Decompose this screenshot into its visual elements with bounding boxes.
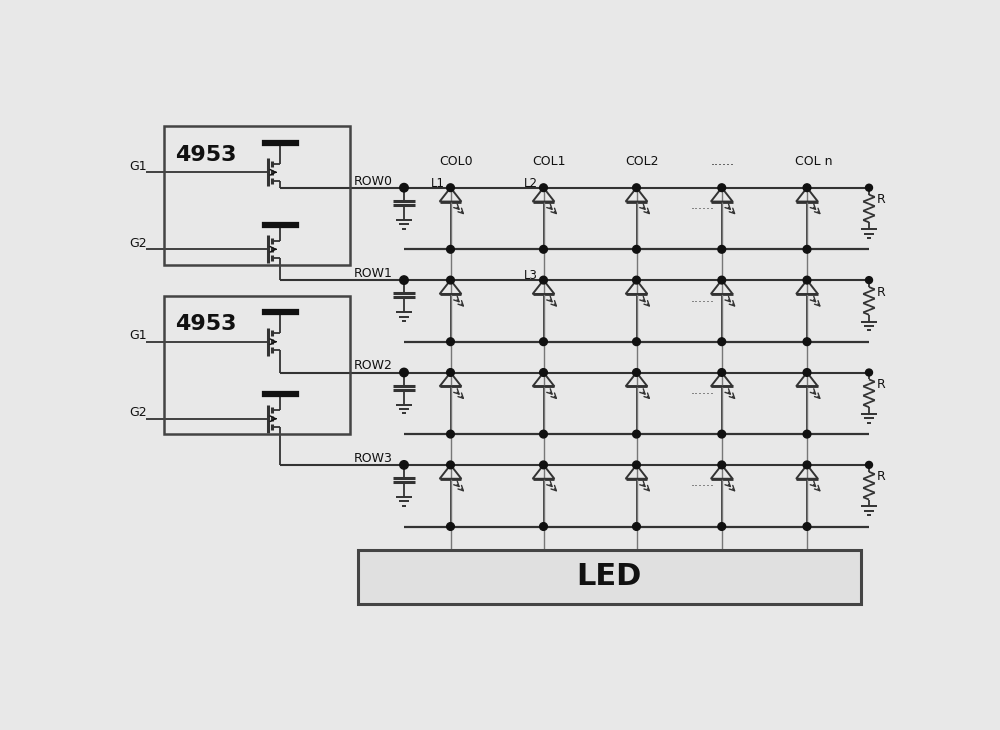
Circle shape bbox=[803, 184, 811, 191]
Circle shape bbox=[447, 245, 454, 253]
Circle shape bbox=[803, 338, 811, 345]
Text: ROW3: ROW3 bbox=[354, 452, 392, 465]
Circle shape bbox=[718, 184, 726, 191]
Text: COL1: COL1 bbox=[532, 155, 565, 168]
Text: R: R bbox=[877, 193, 886, 206]
Circle shape bbox=[447, 523, 454, 531]
Circle shape bbox=[718, 523, 726, 531]
Circle shape bbox=[400, 368, 408, 377]
Circle shape bbox=[447, 461, 454, 469]
Text: G2: G2 bbox=[129, 237, 146, 250]
Circle shape bbox=[400, 183, 408, 192]
Circle shape bbox=[633, 523, 640, 531]
Circle shape bbox=[447, 369, 454, 377]
Text: R: R bbox=[877, 285, 886, 299]
Circle shape bbox=[718, 245, 726, 253]
Circle shape bbox=[633, 461, 640, 469]
Circle shape bbox=[803, 276, 811, 284]
Circle shape bbox=[803, 523, 811, 531]
Circle shape bbox=[718, 338, 726, 345]
Circle shape bbox=[803, 430, 811, 438]
Text: ......: ...... bbox=[710, 155, 734, 168]
Bar bbox=[358, 550, 861, 604]
Circle shape bbox=[633, 369, 640, 377]
Circle shape bbox=[633, 276, 640, 284]
Text: L2: L2 bbox=[524, 177, 538, 190]
Text: 4953: 4953 bbox=[175, 314, 237, 334]
Text: L1: L1 bbox=[431, 177, 445, 190]
Circle shape bbox=[866, 369, 872, 376]
Circle shape bbox=[540, 184, 547, 191]
Circle shape bbox=[633, 430, 640, 438]
Circle shape bbox=[540, 245, 547, 253]
Text: ......: ...... bbox=[691, 477, 715, 489]
Text: 4953: 4953 bbox=[175, 145, 237, 165]
Circle shape bbox=[540, 338, 547, 345]
Text: ......: ...... bbox=[691, 384, 715, 397]
Text: ......: ...... bbox=[691, 292, 715, 304]
Circle shape bbox=[540, 461, 547, 469]
Text: COL2: COL2 bbox=[625, 155, 658, 168]
Circle shape bbox=[718, 369, 726, 377]
Circle shape bbox=[447, 338, 454, 345]
Circle shape bbox=[540, 430, 547, 438]
Text: R: R bbox=[877, 378, 886, 391]
Text: COL0: COL0 bbox=[439, 155, 473, 168]
Circle shape bbox=[400, 276, 408, 284]
Text: COL n: COL n bbox=[795, 155, 833, 168]
Circle shape bbox=[633, 184, 640, 191]
Text: ROW2: ROW2 bbox=[354, 359, 392, 372]
Circle shape bbox=[540, 276, 547, 284]
Circle shape bbox=[447, 430, 454, 438]
Circle shape bbox=[803, 369, 811, 377]
Circle shape bbox=[633, 245, 640, 253]
Circle shape bbox=[400, 461, 408, 469]
Text: G1: G1 bbox=[129, 160, 146, 173]
Text: ......: ...... bbox=[691, 199, 715, 212]
Text: ROW1: ROW1 bbox=[354, 267, 392, 280]
Circle shape bbox=[803, 461, 811, 469]
Circle shape bbox=[447, 184, 454, 191]
Circle shape bbox=[540, 369, 547, 377]
Text: ROW0: ROW0 bbox=[354, 174, 393, 188]
Circle shape bbox=[447, 276, 454, 284]
Circle shape bbox=[718, 461, 726, 469]
Text: R: R bbox=[877, 470, 886, 483]
Text: G2: G2 bbox=[129, 407, 146, 420]
Text: L3: L3 bbox=[524, 269, 538, 283]
Circle shape bbox=[866, 277, 872, 283]
Circle shape bbox=[718, 430, 726, 438]
Bar bbox=[164, 296, 350, 434]
Text: G1: G1 bbox=[129, 329, 146, 342]
Circle shape bbox=[866, 184, 872, 191]
Text: LED: LED bbox=[577, 562, 642, 591]
Circle shape bbox=[718, 276, 726, 284]
Circle shape bbox=[803, 245, 811, 253]
Circle shape bbox=[866, 461, 872, 469]
Bar bbox=[164, 126, 350, 265]
Circle shape bbox=[633, 338, 640, 345]
Circle shape bbox=[540, 523, 547, 531]
